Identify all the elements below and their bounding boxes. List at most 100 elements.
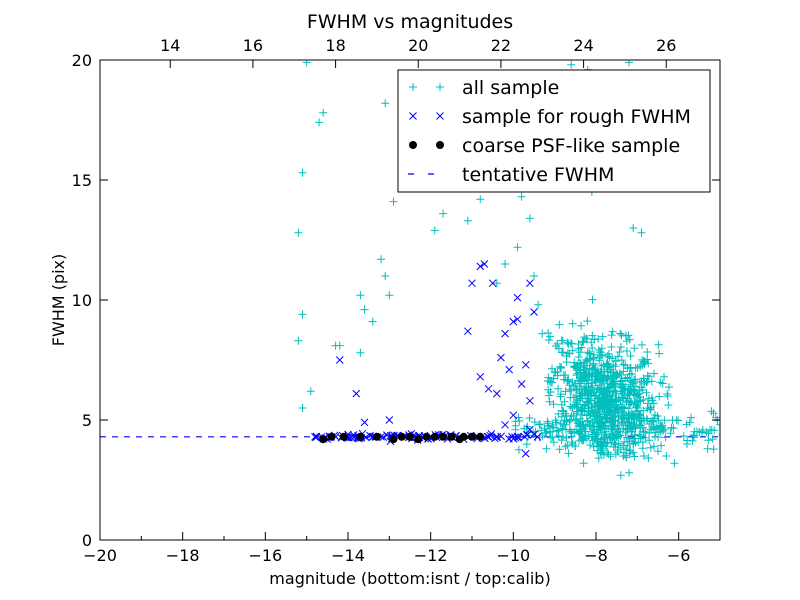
- data-point-all-sample: [568, 404, 577, 413]
- data-point-all-sample: [603, 448, 612, 457]
- data-point-all-sample: [619, 409, 628, 418]
- data-point-all-sample: [636, 432, 645, 441]
- data-point-all-sample: [538, 329, 547, 338]
- data-point-all-sample: [679, 432, 688, 441]
- data-point-all-sample: [644, 454, 653, 463]
- data-point-all-sample: [608, 422, 617, 431]
- data-point-rough-fwhm: [501, 329, 509, 338]
- data-point-all-sample: [587, 403, 596, 412]
- y-axis-title: FWHM (pix): [49, 254, 68, 347]
- data-point-all-sample: [622, 413, 631, 422]
- data-point-all-sample: [579, 363, 588, 372]
- data-point-all-sample: [577, 405, 586, 414]
- data-point-all-sample: [607, 403, 616, 412]
- data-point-all-sample: [586, 441, 595, 450]
- data-point-all-sample: [492, 279, 501, 288]
- data-point-all-sample: [698, 426, 707, 435]
- data-point-all-sample: [602, 362, 611, 371]
- data-point-all-sample: [298, 168, 307, 177]
- data-point-rough-fwhm: [509, 411, 518, 420]
- data-point-rough-fwhm: [379, 433, 388, 442]
- x-tick-label: −20: [83, 546, 117, 565]
- data-point-all-sample: [621, 361, 630, 370]
- y-tick-label: 10: [72, 291, 92, 310]
- legend-item: coarse PSF-like sample: [409, 135, 680, 157]
- data-point-all-sample: [463, 216, 472, 225]
- data-point-all-sample: [588, 364, 597, 373]
- data-point-rough-fwhm: [513, 432, 522, 441]
- data-point-all-sample: [306, 387, 315, 396]
- data-point-all-sample: [584, 416, 593, 425]
- data-point-all-sample: [661, 424, 670, 433]
- data-point-all-sample: [622, 346, 631, 355]
- data-point-all-sample: [657, 441, 666, 450]
- data-point-all-sample: [616, 443, 625, 452]
- data-point-all-sample: [607, 331, 616, 340]
- data-point-all-sample: [534, 300, 543, 309]
- data-point-all-sample: [635, 409, 644, 418]
- data-point-all-sample: [594, 454, 603, 463]
- data-point-rough-fwhm: [533, 433, 542, 441]
- data-point-all-sample: [592, 388, 601, 397]
- data-point-all-sample: [577, 382, 586, 391]
- data-point-all-sample: [616, 329, 625, 338]
- data-point-all-sample: [622, 337, 631, 346]
- data-point-all-sample: [619, 448, 628, 457]
- data-point-all-sample: [613, 352, 622, 361]
- axes: −20 −18 −16 −14 −12 −10 −8 −6 0 5 10 15 20 14 16 18 20 22…: [72, 36, 721, 565]
- data-point-rough-fwhm: [468, 279, 476, 288]
- data-point-rough-fwhm: [385, 416, 394, 424]
- legend-label: all sample: [462, 77, 559, 99]
- data-point-all-sample: [578, 338, 587, 347]
- data-point-all-sample: [666, 429, 675, 438]
- data-point-all-sample: [595, 440, 604, 449]
- data-point-all-sample: [583, 417, 592, 426]
- data-point-all-sample: [535, 420, 544, 429]
- data-point-all-sample: [577, 389, 586, 398]
- data-point-all-sample: [530, 272, 538, 280]
- data-point-all-sample: [567, 386, 576, 395]
- data-point-all-sample: [588, 295, 597, 304]
- series-coarse-psf: [319, 432, 485, 444]
- legend-marker-x-icon: [436, 112, 444, 120]
- data-point-all-sample: [522, 440, 531, 449]
- data-point-rough-fwhm: [530, 430, 538, 439]
- data-point-all-sample: [643, 371, 652, 380]
- data-point-all-sample: [568, 319, 577, 328]
- data-point-all-sample: [575, 419, 584, 428]
- data-point-all-sample: [654, 425, 662, 434]
- data-point-coarse-psf: [327, 432, 336, 441]
- data-point-all-sample: [589, 350, 598, 359]
- data-point-coarse-psf: [389, 435, 398, 444]
- top-x-tick-label: 24: [573, 36, 593, 55]
- data-point-rough-fwhm: [484, 384, 493, 393]
- data-point-all-sample: [625, 364, 634, 373]
- data-point-all-sample: [616, 377, 625, 386]
- data-point-rough-fwhm: [526, 396, 534, 405]
- data-point-all-sample: [655, 392, 664, 401]
- data-point-all-sample: [606, 407, 615, 416]
- data-point-all-sample: [543, 376, 552, 385]
- data-point-all-sample: [597, 449, 606, 458]
- data-point-all-sample: [562, 434, 571, 443]
- data-point-all-sample: [602, 401, 611, 410]
- data-point-all-sample: [587, 371, 596, 380]
- data-point-all-sample: [632, 403, 641, 412]
- data-point-all-sample: [542, 444, 551, 453]
- data-point-all-sample: [582, 434, 591, 443]
- data-point-all-sample: [368, 317, 377, 326]
- data-point-all-sample: [618, 407, 627, 416]
- data-point-all-sample: [608, 391, 617, 400]
- data-point-all-sample: [649, 369, 658, 378]
- data-point-all-sample: [645, 428, 654, 437]
- data-point-coarse-psf: [414, 435, 423, 444]
- data-point-all-sample: [627, 369, 636, 378]
- data-point-all-sample: [530, 418, 539, 427]
- data-point-all-sample: [583, 317, 592, 326]
- data-point-all-sample: [549, 400, 558, 409]
- x-tick-label: −10: [496, 546, 530, 565]
- data-point-all-sample: [302, 60, 311, 67]
- data-point-all-sample: [707, 407, 716, 416]
- data-point-all-sample: [667, 423, 676, 432]
